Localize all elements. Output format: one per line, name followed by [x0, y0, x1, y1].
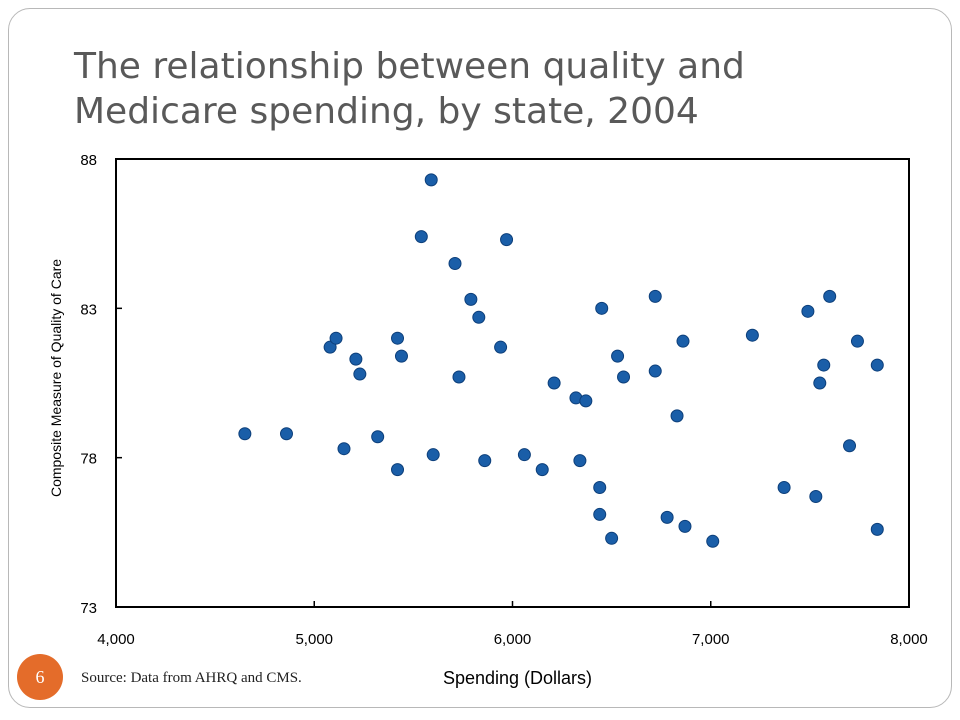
data-point: [353, 367, 367, 381]
y-tick-label: 88: [80, 152, 97, 169]
data-point: [323, 340, 337, 354]
data-point: [391, 331, 405, 345]
data-point: [448, 257, 462, 271]
x-tick-label: 4,000: [97, 631, 135, 648]
data-point: [605, 531, 619, 545]
data-point: [648, 364, 662, 378]
data-point: [279, 427, 293, 441]
data-point: [706, 534, 720, 548]
source-note: Source: Data from AHRQ and CMS.: [81, 670, 302, 686]
data-point: [424, 173, 438, 187]
data-point: [593, 481, 607, 495]
data-point: [547, 376, 561, 390]
x-tick-label: 5,000: [295, 631, 333, 648]
slide-title-line-1: The relationship between quality and: [74, 46, 745, 87]
y-axis-label: Composite Measure of Quality of Care: [48, 259, 64, 497]
data-point: [494, 340, 508, 354]
data-point: [648, 289, 662, 303]
slide-number-badge: 6: [17, 654, 63, 700]
data-point: [813, 376, 827, 390]
data-point: [593, 507, 607, 521]
data-point: [573, 454, 587, 468]
slide-title-line-2: Medicare spending, by state, 2004: [74, 91, 699, 132]
data-point: [391, 463, 405, 477]
data-point: [823, 289, 837, 303]
data-point: [579, 394, 593, 408]
data-point: [329, 331, 343, 345]
data-point: [394, 349, 408, 363]
y-tick-label: 83: [80, 301, 97, 318]
data-point: [535, 463, 549, 477]
data-point: [660, 510, 674, 524]
data-point: [414, 230, 428, 244]
data-point: [349, 352, 363, 366]
plot-area: [115, 158, 910, 608]
data-point: [611, 349, 625, 363]
data-point: [745, 328, 759, 342]
data-point: [870, 358, 884, 372]
data-point: [452, 370, 466, 384]
data-point: [843, 439, 857, 453]
data-point: [595, 301, 609, 315]
data-point: [472, 310, 486, 324]
slide-title: The relationship between quality and Med…: [74, 44, 834, 134]
y-tick-label: 73: [80, 600, 97, 617]
x-axis-label: Spending (Dollars): [443, 668, 592, 688]
data-point: [678, 519, 692, 533]
x-tick-label: 7,000: [692, 631, 730, 648]
data-point: [371, 430, 385, 444]
data-point: [464, 292, 478, 306]
data-point: [500, 233, 514, 247]
data-point: [478, 454, 492, 468]
data-point: [517, 448, 531, 462]
data-point: [817, 358, 831, 372]
slide-number: 6: [35, 666, 45, 687]
y-tick-label: 78: [80, 451, 97, 468]
data-point: [870, 522, 884, 536]
x-tick-label: 6,000: [494, 631, 532, 648]
data-point: [670, 409, 684, 423]
data-point: [426, 448, 440, 462]
data-point: [676, 334, 690, 348]
data-point: [850, 334, 864, 348]
data-point: [801, 304, 815, 318]
data-point: [337, 442, 351, 456]
data-point: [809, 489, 823, 503]
x-tick-label: 8,000: [890, 631, 928, 648]
data-point: [617, 370, 631, 384]
data-point: [238, 427, 252, 441]
data-point: [777, 481, 791, 495]
